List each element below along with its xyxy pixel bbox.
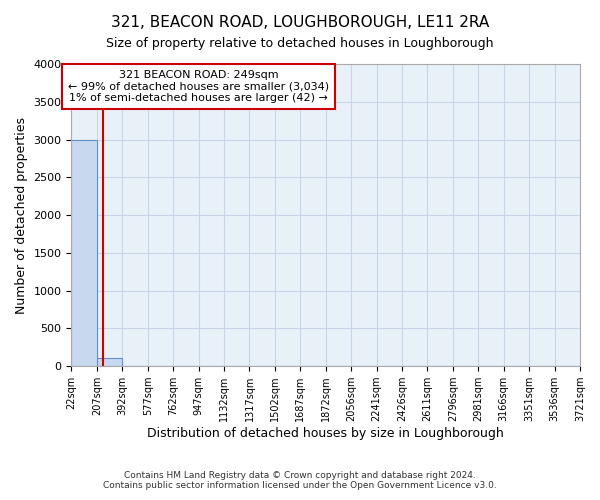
Bar: [97, 358, 122, 366]
Bar: [71, 140, 97, 366]
Text: Size of property relative to detached houses in Loughborough: Size of property relative to detached ho…: [106, 38, 494, 51]
X-axis label: Distribution of detached houses by size in Loughborough: Distribution of detached houses by size …: [148, 427, 504, 440]
Text: Contains HM Land Registry data © Crown copyright and database right 2024.
Contai: Contains HM Land Registry data © Crown c…: [103, 470, 497, 490]
Text: 321, BEACON ROAD, LOUGHBOROUGH, LE11 2RA: 321, BEACON ROAD, LOUGHBOROUGH, LE11 2RA: [111, 15, 489, 30]
Text: 321 BEACON ROAD: 249sqm
← 99% of detached houses are smaller (3,034)
1% of semi-: 321 BEACON ROAD: 249sqm ← 99% of detache…: [68, 70, 329, 103]
Y-axis label: Number of detached properties: Number of detached properties: [15, 116, 28, 314]
